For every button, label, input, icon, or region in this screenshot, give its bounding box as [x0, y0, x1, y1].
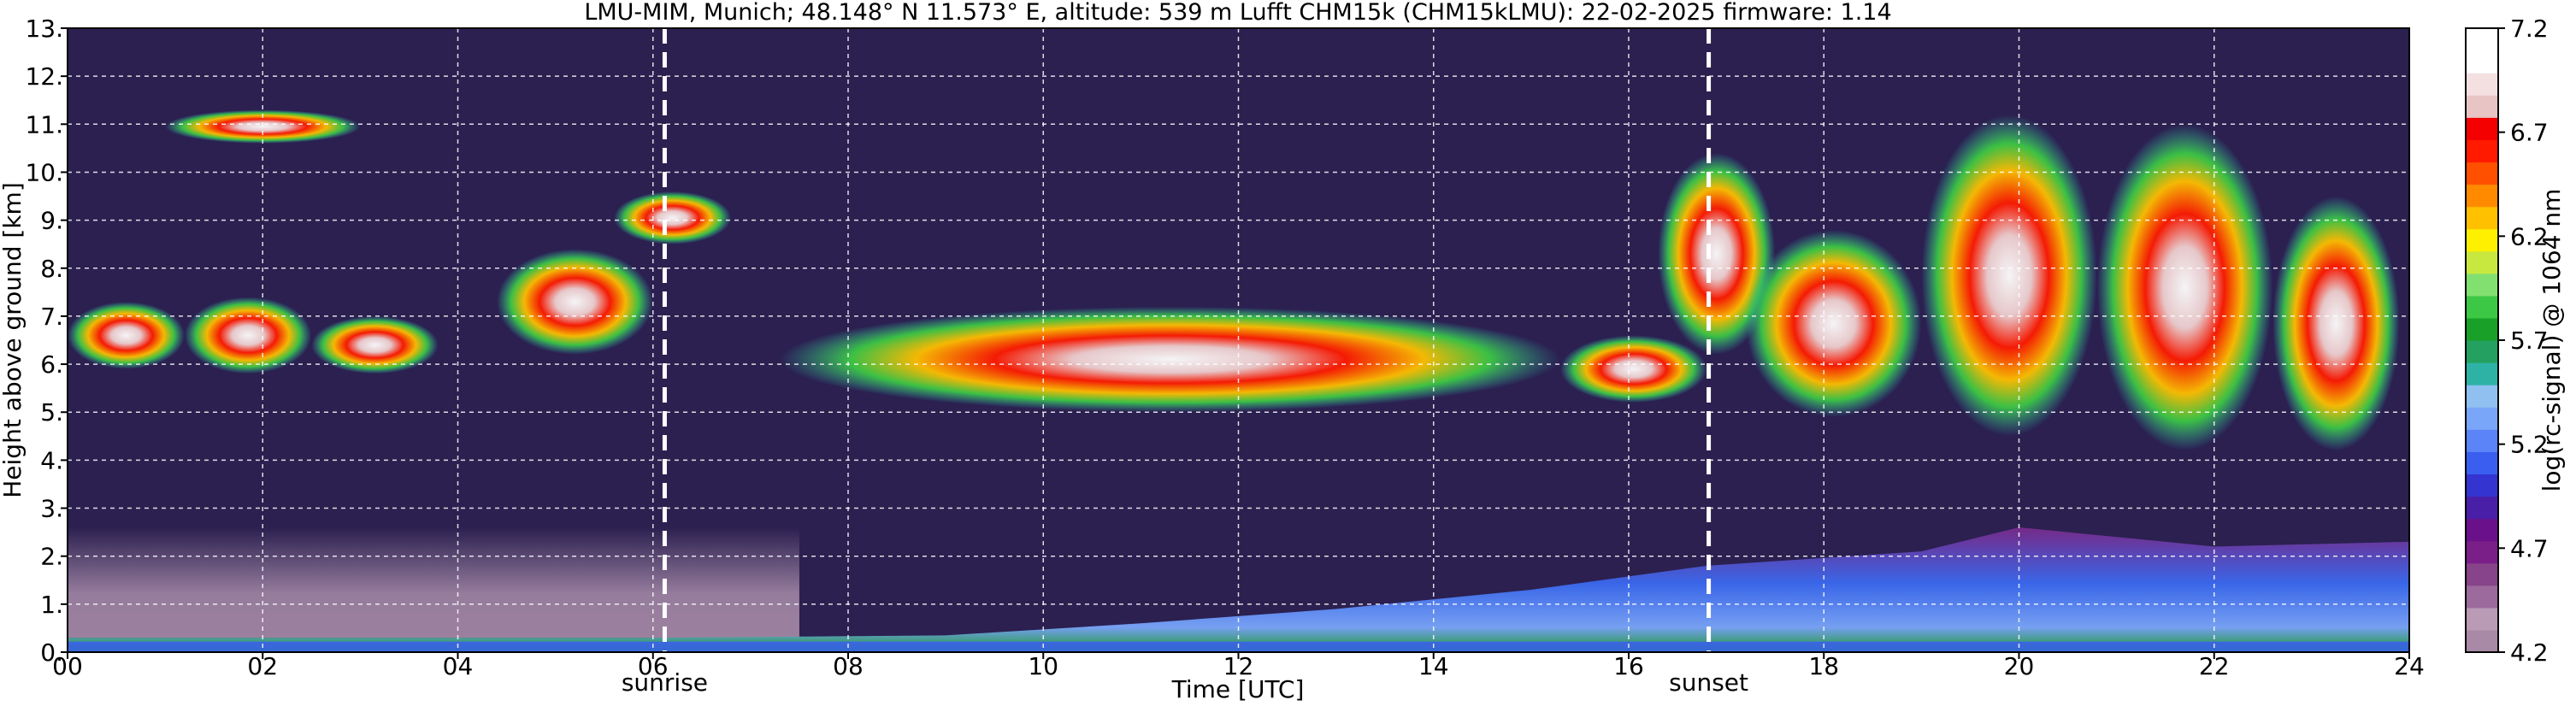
x-tick-label: 12 [1223, 652, 1254, 680]
colorbar-tick-label: 5.2 [2510, 431, 2549, 459]
y-tick-label: 1. [40, 591, 63, 619]
colorbar-segment [2466, 317, 2498, 341]
colorbar-segment [2466, 385, 2498, 408]
colorbar-segment [2466, 540, 2498, 564]
colorbar-segment [2466, 250, 2498, 274]
colorbar-segment [2466, 295, 2498, 319]
x-tick-label: 02 [247, 652, 278, 680]
x-axis-label: Time [UTC] [1171, 675, 1305, 703]
colorbar-tick-label: 6.7 [2510, 119, 2549, 147]
colorbar-segment [2466, 117, 2498, 140]
x-tick-label: 08 [833, 652, 864, 680]
colorbar-segment [2466, 451, 2498, 475]
x-tick-label: 18 [1808, 652, 1839, 680]
cloud-layer-12 [2272, 196, 2400, 451]
y-tick-label: 7. [40, 303, 63, 331]
x-tick-label: 14 [1418, 652, 1449, 680]
cloud-layer-6 [780, 306, 1561, 413]
cloud-layer-7 [1560, 335, 1707, 403]
sun-markers: sunrise sunset [622, 28, 1748, 697]
x-tick-label: 10 [1028, 652, 1058, 680]
colorbar-segment [2466, 429, 2498, 452]
y-tick-label: 2. [40, 543, 63, 571]
sunrise-label: sunrise [622, 668, 708, 697]
colorbar-segment [2466, 139, 2498, 163]
y-tick-label: 8. [40, 255, 63, 283]
cloud-layer-9 [1745, 229, 1922, 417]
sunset-label: sunset [1669, 668, 1748, 697]
colorbar-segment [2466, 73, 2498, 96]
colorbar-tick-label: 6.2 [2510, 222, 2549, 250]
cloud-layer-8 [1658, 152, 1776, 355]
colorbar-segment [2466, 585, 2498, 609]
colorbar-segment [2466, 407, 2498, 430]
y-tick-label: 13. [25, 15, 63, 43]
colorbar-segment [2466, 518, 2498, 542]
y-tick-label: 0. [40, 638, 63, 667]
y-tick-label: 10. [25, 158, 63, 186]
colorbar-segment [2466, 28, 2498, 51]
x-tick-label: 04 [443, 652, 474, 680]
colorbar-segment [2466, 206, 2498, 230]
colorbar-segment [2466, 162, 2498, 185]
x-tick-label: 20 [2004, 652, 2035, 680]
y-tick-label: 3. [40, 495, 63, 523]
colorbar-segment [2466, 184, 2498, 208]
y-axis-label: Height above ground [km] [0, 182, 27, 498]
cloud-layer-5 [614, 191, 732, 244]
colorbar-segment [2466, 629, 2498, 653]
colorbar-tick-label: 4.7 [2510, 534, 2549, 562]
colorbar-segment [2466, 362, 2498, 385]
colorbar-ticks: 4.2 4.7 5.2 5.7 6.2 6.7 7.2 [2498, 15, 2549, 667]
cloud-layer-3 [165, 109, 361, 144]
cloud-layer-0 [68, 302, 185, 369]
grid [68, 28, 2409, 652]
y-tick-label: 4. [40, 446, 63, 474]
colorbar-tick-label: 5.7 [2510, 327, 2549, 355]
colorbar-segment [2466, 607, 2498, 631]
cloud-layer-4 [497, 249, 653, 355]
night-haze [68, 527, 799, 638]
y-tick-label: 6. [40, 350, 63, 379]
colorbar-segment [2466, 95, 2498, 118]
y-tick-label: 5. [40, 398, 63, 427]
colorbar-segment [2466, 228, 2498, 252]
x-axis-ticks: 00 02 04 06 08 10 12 14 16 18 20 22 24 [52, 652, 2425, 680]
x-tick-label: 00 [52, 652, 83, 680]
chart-title: LMU-MIM, Munich; 48.148° N 11.573° E, al… [584, 0, 1891, 26]
colorbar-segment [2466, 562, 2498, 586]
colorbar-tick-label: 7.2 [2510, 15, 2549, 43]
y-tick-label: 11. [25, 110, 63, 138]
cloud-layer-11 [2096, 124, 2273, 451]
colorbar-label: log(rc-signal) @ 1064 nm [2538, 189, 2566, 492]
y-axis-ticks: 0. 1. 2. 3. 4. 5. 6. 7. 8. 9. 10. 11. 12. 13. [25, 15, 68, 667]
colorbar [2465, 27, 2499, 653]
y-tick-label: 12. [25, 62, 63, 91]
x-tick-label: 22 [2199, 652, 2230, 680]
x-tick-label: 24 [2394, 652, 2425, 680]
colorbar-segment [2466, 474, 2498, 497]
colorbar-segment [2466, 340, 2498, 363]
x-tick-label: 06 [638, 652, 669, 680]
cloud-layer-10 [1921, 115, 2097, 437]
x-tick-label: 16 [1613, 652, 1644, 680]
cloud-layer-1 [184, 297, 312, 374]
colorbar-segment [2466, 273, 2498, 297]
cloud-layer-2 [311, 315, 439, 374]
y-tick-label: 9. [40, 207, 63, 235]
colorbar-segment [2466, 50, 2498, 74]
colorbar-segment [2466, 496, 2498, 520]
colorbar-tick-label: 4.2 [2510, 638, 2549, 667]
